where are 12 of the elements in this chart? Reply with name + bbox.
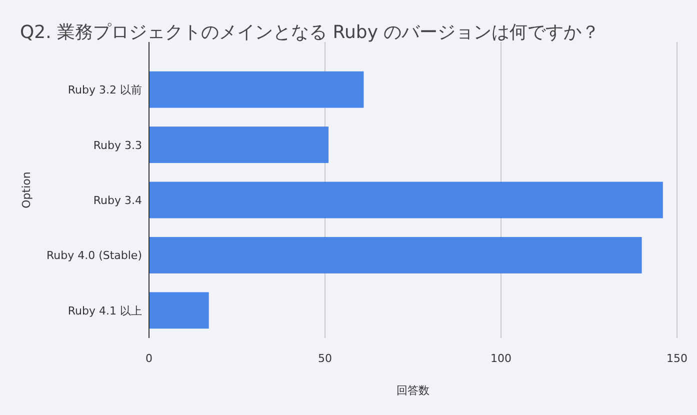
x-axis-title: 回答数 xyxy=(396,384,430,397)
x-tick-label: 150 xyxy=(666,352,688,365)
y-tick-label: Ruby 3.3 xyxy=(93,138,142,152)
y-tick-label: Ruby 3.4 xyxy=(93,194,142,207)
y-tick-label: Ruby 3.2 以前 xyxy=(68,84,142,97)
x-tick-label: 100 xyxy=(490,352,512,365)
y-axis-title: Option xyxy=(20,172,33,208)
x-tick-label: 50 xyxy=(318,352,332,365)
y-tick-label: Ruby 4.1 以上 xyxy=(68,304,142,318)
chart-title: Q2. 業務プロジェクトのメインとなる Ruby のバージョンは何ですか？ xyxy=(20,22,600,43)
x-tick-label: 0 xyxy=(146,352,152,365)
y-tick-label: Ruby 4.0 (Stable) xyxy=(46,249,142,262)
